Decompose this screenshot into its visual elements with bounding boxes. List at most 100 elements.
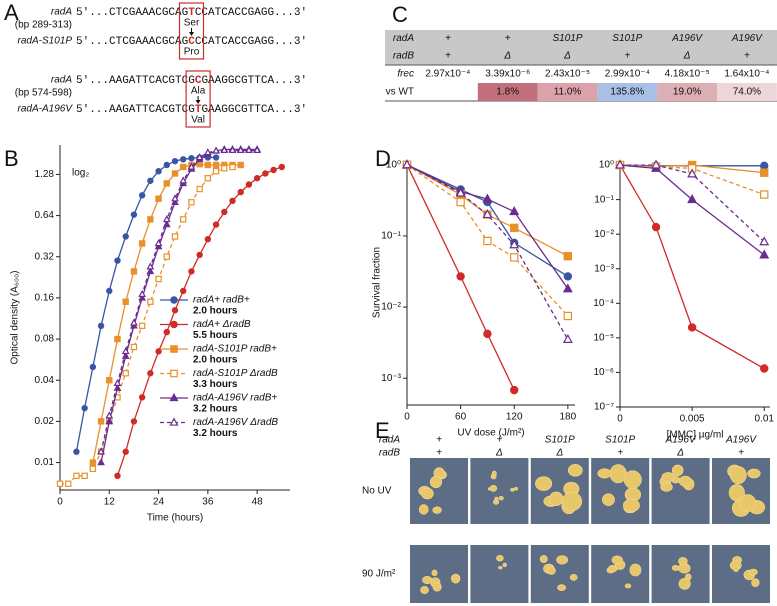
marker — [146, 262, 155, 270]
marker — [147, 177, 154, 184]
panel-letter: E — [375, 418, 390, 443]
plate-photo — [530, 545, 589, 603]
mutated-base: T — [188, 7, 195, 19]
marker — [759, 236, 770, 246]
axis — [406, 160, 575, 406]
y-tick-label: 0.32 — [35, 251, 55, 262]
marker — [563, 272, 573, 281]
marker — [510, 223, 519, 233]
marker — [105, 411, 114, 419]
colony — [549, 491, 564, 506]
x-tick-label: 24 — [153, 497, 165, 508]
colony — [432, 506, 442, 514]
table-cell: 1.8% — [496, 87, 519, 98]
marker — [456, 197, 465, 207]
marker — [155, 275, 162, 283]
marker — [162, 220, 171, 228]
codon-box — [185, 70, 211, 128]
marker — [114, 335, 121, 343]
sequence: 5'...CTCGAAACGCAGCCCATCACCGAGG...3' — [76, 36, 307, 48]
x-tick-label: 120 — [506, 412, 523, 423]
marker — [130, 268, 138, 275]
legend-label: radA-A196V ΔradB — [193, 417, 278, 428]
amino-acid: Ser — [184, 18, 200, 29]
genotype-value: + — [738, 448, 744, 459]
panel-letter: A — [4, 0, 19, 25]
legend-label: radA-A196V radB+ — [193, 393, 277, 404]
colony — [569, 574, 578, 581]
marker — [262, 170, 269, 177]
genotype-value: Δ — [676, 448, 684, 459]
series-line — [406, 164, 515, 391]
table-cell-bg — [657, 83, 717, 101]
marker — [155, 348, 162, 355]
table-cell-bg — [537, 83, 598, 101]
table-cell: 19.0% — [673, 87, 701, 98]
marker — [65, 480, 72, 487]
marker — [212, 161, 220, 169]
legend-label: radA-S101P ΔradB — [193, 368, 278, 379]
marker — [180, 216, 187, 223]
marker — [163, 328, 170, 336]
panel-letter: B — [4, 146, 19, 171]
table-cell: + — [505, 33, 511, 44]
genotype-label: radB — [379, 448, 400, 459]
y-tick-label: 10⁻¹ — [594, 194, 614, 205]
table-cell: + — [445, 51, 451, 62]
table-cell: Δ — [683, 51, 691, 62]
annotation: log₂ — [72, 168, 89, 179]
marker — [171, 307, 179, 314]
colony — [498, 496, 504, 501]
marker — [759, 249, 770, 259]
series-line — [406, 164, 569, 340]
marker — [237, 161, 244, 169]
colony — [597, 468, 612, 479]
marker — [179, 176, 188, 184]
marker — [89, 363, 97, 371]
colony — [418, 504, 429, 515]
table-cell: Δ — [563, 51, 571, 62]
colony — [422, 576, 433, 585]
arrow-head — [189, 32, 194, 36]
table-cell: S101P — [552, 33, 582, 44]
colony — [510, 487, 515, 492]
marker — [147, 298, 154, 305]
y-tick-label: 10⁻⁵ — [593, 333, 614, 344]
y-tick-label: 10⁻² — [594, 229, 614, 240]
row-label: radA — [393, 33, 414, 44]
marker — [97, 458, 105, 466]
y-tick-label: 10⁻² — [381, 302, 401, 313]
marker — [187, 162, 196, 170]
marker — [130, 418, 138, 425]
marker — [760, 168, 769, 177]
marker — [687, 323, 697, 332]
marker — [687, 168, 698, 178]
marker — [130, 211, 138, 218]
marker — [204, 235, 212, 243]
legend-doubling: 2.0 hours — [193, 306, 238, 317]
colony — [624, 583, 632, 589]
marker — [229, 197, 236, 205]
marker — [155, 168, 162, 175]
sequence: 5'...CTCGAAACGCAGTCCATCACCGAGG...3' — [76, 7, 307, 19]
colony — [732, 565, 739, 573]
colony — [661, 472, 675, 482]
mutated-base: C — [195, 75, 202, 87]
marker — [97, 418, 105, 425]
marker — [170, 320, 178, 329]
series-line — [619, 164, 765, 256]
genotype-value: Δ — [555, 448, 563, 459]
colony — [502, 562, 507, 568]
marker — [171, 233, 179, 240]
marker — [122, 370, 129, 377]
sequence-part: 5'...CTCGAAACGCAG — [76, 7, 188, 19]
marker — [278, 163, 285, 171]
marker — [687, 194, 698, 204]
marker — [170, 296, 178, 304]
marker — [188, 199, 195, 206]
colony — [729, 466, 747, 484]
marker — [212, 221, 220, 228]
marker — [510, 385, 519, 395]
marker — [483, 236, 492, 246]
marker — [138, 289, 147, 297]
